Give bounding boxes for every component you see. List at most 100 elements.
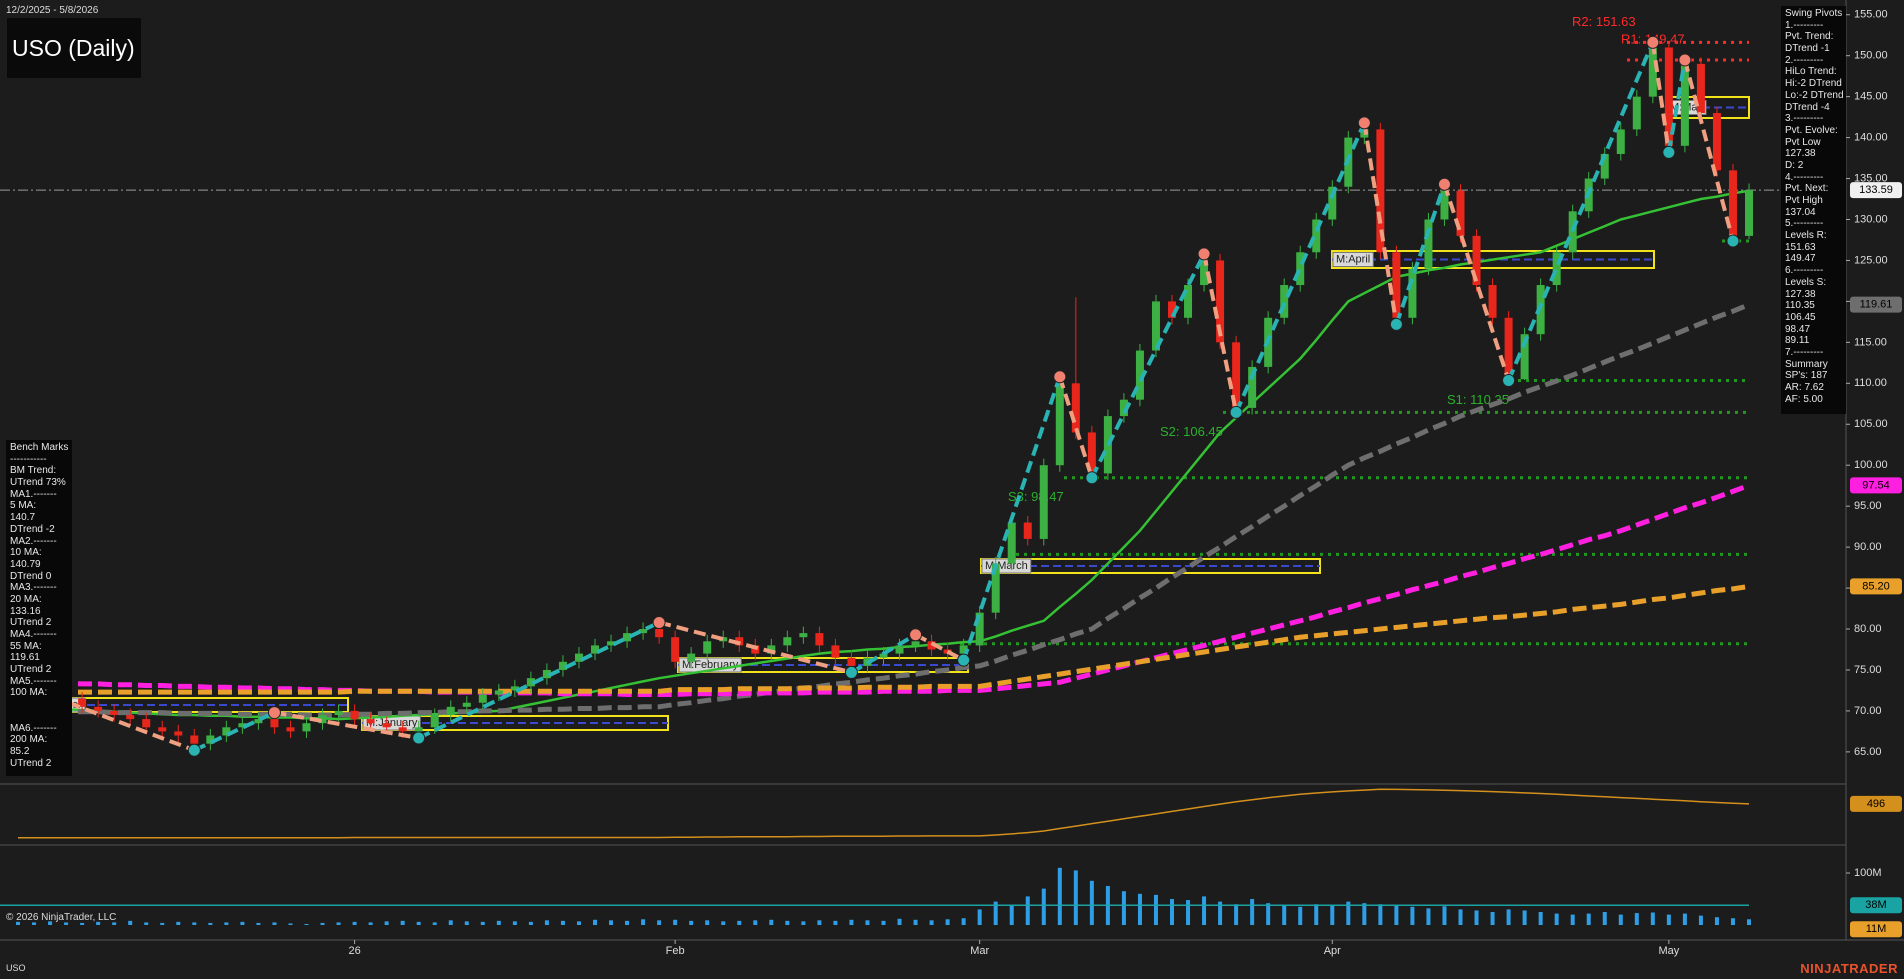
candle-body bbox=[815, 633, 824, 646]
volume-bar bbox=[336, 922, 341, 925]
volume-bar bbox=[1458, 909, 1463, 925]
candle-body bbox=[398, 727, 407, 732]
volume-bar bbox=[288, 923, 293, 925]
swing-pivot bbox=[1726, 234, 1740, 248]
candle-body bbox=[831, 645, 840, 658]
moving-average bbox=[18, 302, 1750, 718]
panel-line: 98.47 bbox=[1785, 323, 1811, 335]
candle-body bbox=[1248, 366, 1257, 408]
volume-bar bbox=[1714, 917, 1719, 925]
panel-line: Levels R: bbox=[1785, 230, 1827, 242]
date-range: 12/2/2025 - 5/8/2026 bbox=[6, 5, 99, 16]
volume-bar bbox=[1522, 910, 1527, 925]
candle-body bbox=[318, 715, 327, 724]
candle-body bbox=[1232, 342, 1241, 408]
y-tick-label: 155.00 bbox=[1854, 9, 1888, 21]
volume-bar bbox=[48, 921, 53, 925]
panel-line: Pvt. Next: bbox=[1785, 183, 1829, 195]
volume-bar bbox=[817, 920, 822, 925]
volume-bar bbox=[1538, 912, 1543, 925]
price-marker-box bbox=[1850, 578, 1902, 595]
candle-body bbox=[1616, 129, 1625, 154]
volume-bar bbox=[256, 922, 261, 925]
candle-body bbox=[1664, 47, 1673, 146]
volume-bar bbox=[112, 922, 117, 925]
moving-average bbox=[18, 583, 1750, 695]
candle-body bbox=[1552, 252, 1561, 286]
brand-logo: NINJATRADER bbox=[1800, 961, 1898, 976]
swing-pivot bbox=[1662, 145, 1676, 159]
candle-body bbox=[126, 715, 135, 720]
candle-body bbox=[1472, 235, 1481, 286]
swing-pivot bbox=[909, 628, 923, 642]
volume-bar bbox=[304, 923, 309, 925]
copyright: © 2026 NinjaTrader, LLC bbox=[6, 912, 117, 923]
panel-line: 200 MA: bbox=[10, 734, 48, 746]
volume-bar bbox=[993, 901, 998, 925]
candle-body bbox=[623, 633, 632, 642]
swing-leg bbox=[914, 632, 965, 662]
volume-bar bbox=[1362, 903, 1367, 925]
candle-body bbox=[1055, 383, 1064, 466]
candle-body bbox=[1712, 113, 1721, 171]
candle-body bbox=[1680, 63, 1689, 146]
swing-pivot bbox=[1197, 247, 1211, 261]
swing-pivot bbox=[1678, 53, 1692, 67]
volume-bar bbox=[224, 922, 229, 925]
volume-bar bbox=[865, 920, 870, 925]
panel-line: DTrend 0 bbox=[10, 570, 52, 582]
panel-line: D: 2 bbox=[1785, 159, 1804, 171]
candle-body bbox=[799, 633, 808, 638]
volume-bar bbox=[769, 919, 774, 925]
pivot-level-label: R2: 151.63 bbox=[1572, 14, 1636, 29]
swing-pivot bbox=[1502, 373, 1516, 387]
panel-line: UTrend 73% bbox=[10, 477, 66, 489]
panel-line bbox=[10, 699, 68, 711]
panel-line: 5.--------- bbox=[1785, 218, 1824, 230]
panel-line: 127.38 bbox=[1785, 148, 1816, 160]
x-tick-label: Mar bbox=[970, 945, 989, 957]
volume-bar bbox=[1234, 904, 1239, 925]
volume-bar bbox=[1330, 905, 1335, 925]
swing-leg bbox=[1202, 253, 1239, 413]
candle-body bbox=[142, 719, 151, 728]
volume-bar bbox=[705, 920, 710, 925]
panel-line: UTrend 2 bbox=[10, 757, 52, 769]
candle-body bbox=[639, 629, 648, 634]
volume-bar bbox=[1410, 906, 1415, 925]
panel-line: 100 MA: bbox=[10, 687, 48, 699]
volume-bar bbox=[849, 919, 854, 925]
candle-body bbox=[1039, 465, 1048, 539]
volume-bar bbox=[1137, 893, 1142, 925]
swing-leg bbox=[1666, 59, 1687, 153]
volume-bar bbox=[833, 920, 838, 925]
candle-body bbox=[1392, 252, 1401, 318]
panel-line: Pvt Low bbox=[1785, 136, 1821, 148]
swing-leg bbox=[274, 710, 420, 740]
candle-body bbox=[911, 641, 920, 646]
volume-bar bbox=[1747, 919, 1751, 925]
volume-bar bbox=[544, 920, 549, 925]
bench-marks-panel: Bench Marks ----------- BM Trend: UTrend 73… bbox=[6, 440, 72, 776]
y-tick-label: 140.00 bbox=[1854, 132, 1888, 144]
candle-body bbox=[190, 735, 199, 744]
y-tick-label: 135.00 bbox=[1854, 172, 1888, 184]
volume-bar bbox=[1426, 908, 1431, 925]
volume-bar bbox=[176, 921, 181, 925]
volume-bar bbox=[737, 920, 742, 925]
volume-bar bbox=[1282, 905, 1287, 925]
panel-line: DTrend -4 bbox=[1785, 101, 1830, 113]
panel-line: 1.--------- bbox=[1785, 19, 1824, 31]
pivot-level-label: S2: 106.45 bbox=[1160, 424, 1223, 439]
candle-body bbox=[110, 710, 119, 716]
volume-bar bbox=[1186, 900, 1191, 925]
swing-leg bbox=[1650, 42, 1671, 153]
y-tick-label: 145.00 bbox=[1854, 91, 1888, 103]
month-label: M:March bbox=[985, 560, 1028, 572]
candle-body bbox=[334, 710, 343, 716]
volume-bar bbox=[1025, 896, 1030, 925]
volume-bar bbox=[416, 921, 421, 925]
panel-line: Pvt High bbox=[1785, 195, 1823, 206]
panel-line: MA6.------- bbox=[10, 722, 57, 734]
